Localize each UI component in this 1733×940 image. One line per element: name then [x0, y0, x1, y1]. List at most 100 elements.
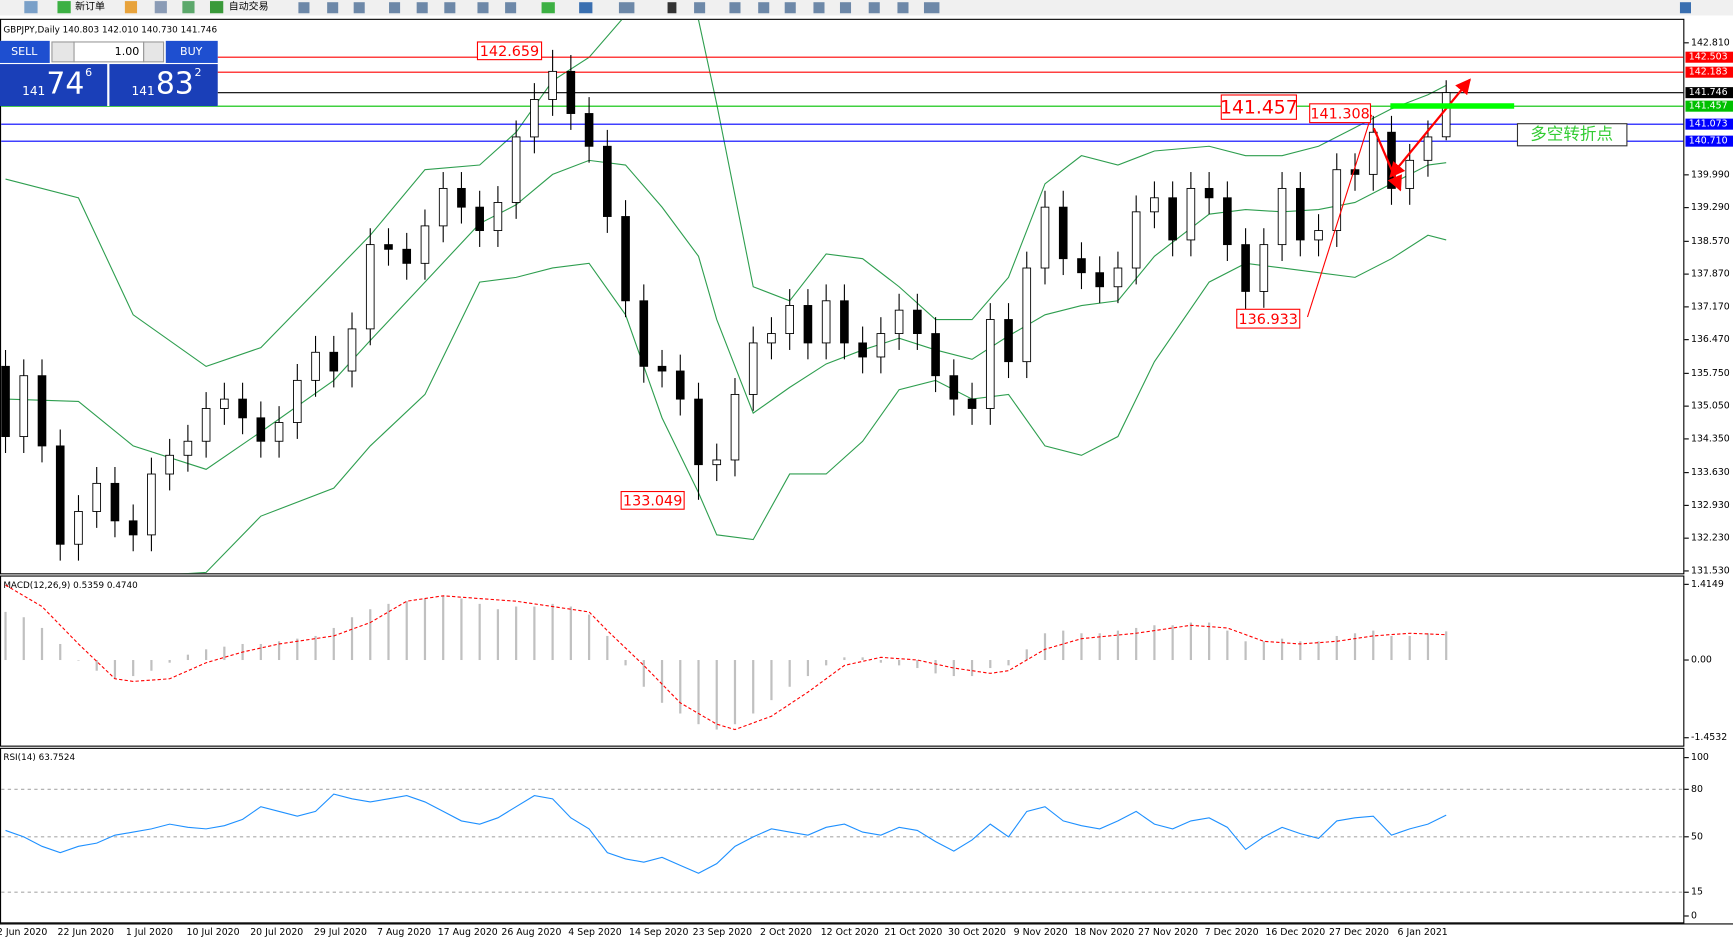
icon[interactable] [298, 2, 310, 14]
macd-bar [569, 606, 572, 661]
lot-value[interactable]: 1.00 [115, 45, 140, 58]
candle-body [730, 393, 740, 461]
x-tick-label: 10 Jul 2020 [187, 927, 240, 938]
macd-bar [1226, 630, 1229, 661]
level-tag [1685, 100, 1733, 112]
icon[interactable] [209, 1, 224, 14]
macd-bar [369, 609, 372, 661]
price-panel [0, 18, 1685, 575]
macd-bar [897, 660, 901, 666]
macd-bar [533, 606, 536, 661]
y-tick-label: 135.750 [1691, 368, 1730, 379]
price-annotation: 133.049 [623, 493, 682, 509]
price-annotation: 136.933 [1239, 312, 1298, 328]
panel-borders [0, 18, 1733, 925]
icon[interactable] [182, 1, 195, 14]
macd-bar [95, 660, 98, 671]
y-tick-label: 100 [1691, 752, 1709, 763]
ask-sup[interactable]: 2 [195, 66, 202, 79]
price-annotation-box [620, 490, 685, 510]
y-tick-label: -1.4532 [1691, 732, 1727, 743]
icon[interactable] [813, 2, 825, 14]
x-tick-label: 16 Dec 2020 [1265, 927, 1325, 938]
icon[interactable] [694, 2, 706, 14]
candle-body [37, 375, 47, 447]
icon[interactable] [923, 2, 940, 14]
macd-signal [5, 584, 1447, 731]
icon[interactable] [784, 2, 796, 14]
x-tick-label: 7 Aug 2020 [377, 927, 431, 938]
icon[interactable] [124, 1, 138, 14]
macd-bar [113, 660, 117, 679]
candle-body [767, 333, 776, 344]
ask-big[interactable]: 141 [132, 84, 155, 98]
bid-big[interactable]: 141 [22, 84, 45, 98]
ask-mid[interactable]: 83 [156, 67, 194, 102]
y-tick-label: 80 [1691, 784, 1703, 795]
x-tick-label: 1 Jul 2020 [126, 927, 173, 938]
macd-bar [387, 603, 390, 661]
candle-body [1022, 267, 1032, 363]
candle-body [894, 309, 904, 335]
macd-bar [442, 595, 445, 661]
macd-bar [1426, 633, 1430, 661]
macd-bar [1062, 630, 1065, 661]
icon[interactable] [444, 2, 456, 14]
icon[interactable] [897, 2, 909, 14]
buy-label[interactable]: BUY [180, 45, 203, 58]
icon[interactable] [389, 2, 401, 14]
y-tick-label: 15 [1691, 887, 1703, 898]
icon[interactable] [868, 2, 880, 14]
candle-body [292, 379, 302, 423]
bid-mid[interactable]: 74 [46, 67, 84, 102]
candle-body [639, 300, 649, 367]
rsi-plot [1, 788, 1684, 893]
icon[interactable] [57, 1, 71, 14]
macd-bar [642, 660, 645, 687]
icon[interactable] [667, 2, 677, 14]
macd-bar [1208, 622, 1211, 661]
icon[interactable] [618, 2, 635, 14]
icon[interactable] [579, 2, 593, 14]
icon[interactable] [327, 2, 339, 14]
macd-bar [952, 660, 955, 677]
macd-bar [350, 617, 354, 661]
icon[interactable] [505, 2, 517, 14]
x-tick-label: 4 Sep 2020 [568, 927, 622, 938]
x-tick-label: 14 Sep 2020 [629, 927, 688, 938]
level-label: 142.503 [1689, 52, 1728, 63]
macd-bar [40, 627, 44, 661]
icon[interactable] [154, 1, 167, 14]
macd-bar [1408, 635, 1411, 661]
bid-sup[interactable]: 6 [85, 66, 92, 79]
icon[interactable] [477, 2, 489, 14]
icon[interactable] [353, 2, 365, 14]
icon[interactable] [839, 2, 852, 14]
sell-label[interactable]: SELL [11, 45, 38, 58]
icon[interactable] [24, 1, 38, 14]
lot-up[interactable] [143, 41, 165, 63]
new-order[interactable]: 新订单 [75, 0, 105, 13]
auto-trading[interactable]: 自动交易 [229, 0, 269, 13]
icon[interactable] [416, 2, 428, 14]
bid-box[interactable] [0, 64, 108, 107]
icon[interactable] [758, 2, 770, 14]
macd-bar [1335, 635, 1338, 661]
candle-body [438, 187, 448, 227]
macd-bar [1098, 633, 1101, 661]
toolbar: 新订单 自动交易 [0, 0, 1733, 16]
lot-down[interactable] [51, 41, 75, 63]
ask-box[interactable] [109, 64, 218, 107]
macd-bar [660, 660, 664, 703]
candle-body [785, 305, 794, 335]
icon[interactable] [1679, 2, 1692, 14]
icon[interactable] [541, 2, 555, 14]
icon[interactable] [729, 2, 741, 14]
buy-button[interactable] [165, 40, 218, 63]
rsi-title: RSI(14) 63.7524 [3, 753, 75, 763]
candle-body [183, 440, 193, 456]
sell-button[interactable] [0, 40, 50, 63]
macd-bar [715, 660, 718, 730]
candle-body [238, 398, 247, 419]
macd-bar [223, 646, 226, 661]
